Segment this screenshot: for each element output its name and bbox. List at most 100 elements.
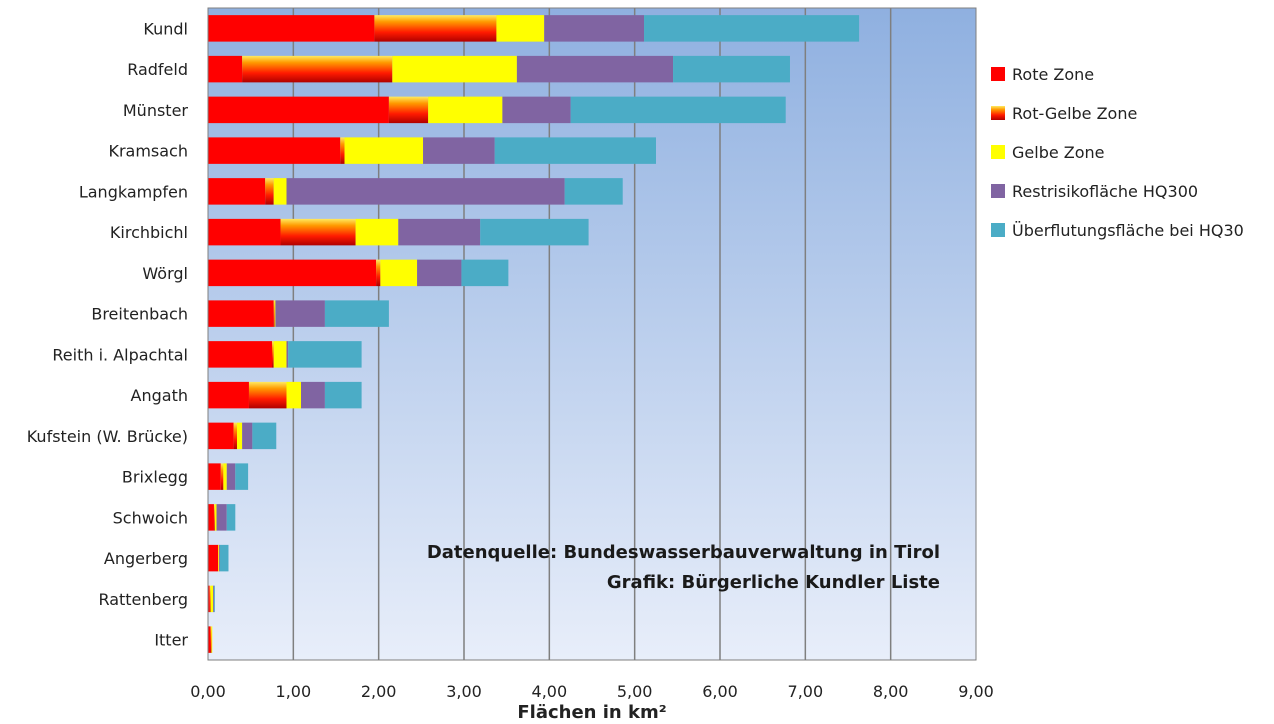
bar-segment	[219, 544, 229, 572]
category-label: Kirchbichl	[110, 223, 188, 242]
bar-segment	[208, 218, 281, 246]
x-tick-label: 0,00	[190, 682, 226, 701]
bar-segment	[340, 137, 345, 164]
bar-segment	[208, 137, 341, 164]
bar-segment	[374, 15, 497, 42]
category-label: Wörgl	[142, 264, 188, 283]
category-label: Kramsach	[108, 142, 188, 161]
annotation-credit: Grafik: Bürgerliche Kundler Liste	[607, 572, 940, 593]
x-tick-labels: 0,00 1,00 2,00 3,00 4,00 5,00 6,00 7,00 8,00 9,00	[190, 682, 994, 701]
bar-segment	[376, 259, 381, 287]
bar-segment	[644, 15, 860, 42]
bar-segment	[233, 422, 238, 450]
bar-segment	[564, 178, 623, 205]
bar-segment	[516, 55, 674, 83]
x-tick-label: 4,00	[532, 682, 568, 701]
bar-segment	[213, 504, 215, 531]
legend-swatch	[991, 67, 1005, 81]
bar-segment	[272, 341, 274, 368]
bar-segment	[355, 218, 399, 246]
legend-label: Überflutungsfläche bei HQ30	[1012, 221, 1244, 240]
bar-segment	[208, 300, 274, 327]
x-tick-label: 2,00	[361, 682, 397, 701]
bar-segment	[544, 15, 645, 42]
category-label: Reith i. Alpachtal	[52, 345, 188, 364]
bar-segment	[274, 300, 276, 327]
bar-segment	[208, 626, 211, 653]
bar-segment	[288, 341, 362, 368]
bar-segment	[380, 259, 418, 287]
legend-label: Gelbe Zone	[1012, 143, 1105, 162]
bar-segment	[208, 381, 249, 409]
bar-segment	[208, 259, 377, 287]
bar-segment	[213, 585, 215, 613]
bar-segment	[502, 96, 571, 124]
bar-segment	[213, 585, 214, 613]
category-label: Radfeld	[127, 60, 188, 79]
bar-segment	[570, 96, 786, 124]
x-tick-label: 5,00	[617, 682, 653, 701]
bar-segment	[273, 341, 287, 368]
bar-segment	[344, 137, 424, 164]
bar-segment	[301, 381, 325, 409]
legend-label: Rote Zone	[1012, 65, 1094, 84]
category-labels: Kundl Radfeld Münster Kramsach Langkampfen Ki…	[27, 19, 189, 649]
bar-segment	[226, 463, 236, 490]
bars	[208, 15, 860, 653]
bar-segment	[673, 55, 790, 83]
annotation-source: Datenquelle: Bundeswasserbauverwaltung i…	[427, 542, 940, 563]
bar-segment	[208, 341, 272, 368]
category-label: Angerberg	[104, 549, 188, 568]
bar-segment	[208, 15, 375, 42]
bar-segment	[208, 178, 266, 205]
bar-segment	[208, 96, 389, 124]
bar-segment	[275, 300, 325, 327]
bar-segment	[208, 55, 243, 83]
legend-swatch	[991, 106, 1005, 120]
bar-segment	[273, 300, 275, 327]
category-label: Kufstein (W. Brücke)	[27, 427, 188, 446]
x-tick-label: 8,00	[873, 682, 909, 701]
bar-segment	[273, 178, 287, 205]
category-label: Itter	[154, 631, 188, 650]
x-axis-title: Flächen in km²	[517, 702, 666, 723]
bar-segment	[428, 96, 503, 124]
bar-segment	[280, 218, 356, 246]
legend-swatch	[991, 184, 1005, 198]
x-tick-label: 6,00	[702, 682, 738, 701]
x-tick-label: 3,00	[446, 682, 482, 701]
bar-segment	[398, 218, 481, 246]
legend-swatch	[991, 223, 1005, 237]
bar-segment	[210, 585, 214, 613]
bar-segment	[226, 504, 236, 531]
bar-segment	[423, 137, 495, 164]
bar-segment	[223, 463, 227, 490]
bar-segment	[286, 381, 302, 409]
category-label: Kundl	[143, 19, 188, 38]
category-label: Angath	[131, 386, 188, 405]
legend: Rote Zone Rot-Gelbe Zone Gelbe Zone Restris…	[991, 65, 1244, 240]
bar-segment	[209, 585, 211, 613]
bar-segment	[208, 504, 214, 531]
legend-label: Rot-Gelbe Zone	[1012, 104, 1137, 123]
x-tick-label: 7,00	[788, 682, 824, 701]
bar-segment	[480, 218, 589, 246]
x-tick-label: 9,00	[958, 682, 994, 701]
bar-segment	[388, 96, 429, 124]
bar-segment	[214, 504, 217, 531]
bar-segment	[220, 463, 224, 490]
bar-segment	[208, 585, 210, 613]
bar-segment	[461, 259, 509, 287]
bar-segment	[208, 544, 219, 572]
bar-segment	[235, 463, 249, 490]
bar-segment	[218, 544, 220, 572]
bar-segment	[216, 504, 227, 531]
category-label: Rattenberg	[98, 590, 188, 609]
bar-segment	[210, 626, 212, 653]
bar-segment	[242, 55, 393, 83]
legend-label: Restrisikofläche HQ300	[1012, 182, 1198, 201]
bar-segment	[237, 422, 243, 450]
bar-segment	[211, 626, 213, 653]
bar-segment	[219, 544, 220, 572]
